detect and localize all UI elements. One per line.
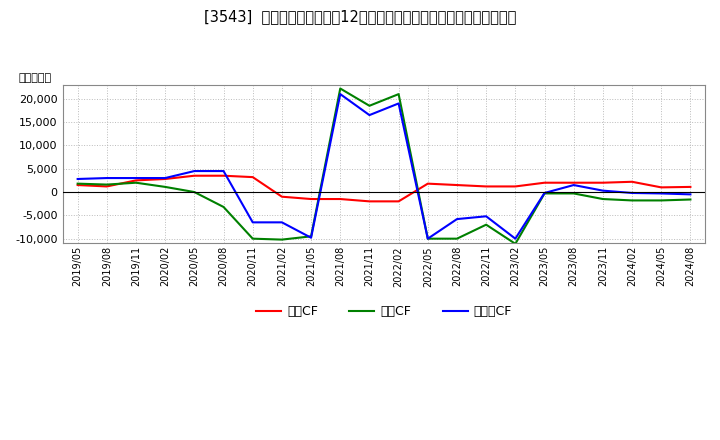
投資CF bbox=[248, 236, 257, 241]
フリーCF bbox=[657, 191, 665, 196]
Legend: 営業CF, 投資CF, フリーCF: 営業CF, 投資CF, フリーCF bbox=[251, 301, 517, 323]
フリーCF bbox=[628, 191, 636, 196]
フリーCF bbox=[248, 220, 257, 225]
投資CF bbox=[161, 184, 169, 190]
投資CF bbox=[395, 92, 403, 97]
営業CF bbox=[190, 173, 199, 178]
営業CF bbox=[102, 184, 111, 189]
フリーCF bbox=[161, 176, 169, 181]
フリーCF bbox=[511, 236, 520, 241]
Text: [3543]  キャッシュフローの12か月移動合計の対前年同期増減額の推移: [3543] キャッシュフローの12か月移動合計の対前年同期増減額の推移 bbox=[204, 9, 516, 24]
投資CF bbox=[132, 180, 140, 185]
投資CF bbox=[423, 236, 432, 241]
フリーCF bbox=[132, 176, 140, 181]
フリーCF bbox=[482, 214, 490, 219]
フリーCF bbox=[219, 169, 228, 174]
Line: 投資CF: 投資CF bbox=[78, 88, 690, 244]
営業CF bbox=[686, 184, 695, 190]
営業CF bbox=[73, 183, 82, 188]
投資CF bbox=[102, 182, 111, 187]
営業CF bbox=[570, 180, 578, 185]
Text: （百万円）: （百万円） bbox=[18, 73, 51, 83]
Line: 営業CF: 営業CF bbox=[78, 176, 690, 202]
投資CF bbox=[365, 103, 374, 108]
営業CF bbox=[453, 183, 462, 188]
フリーCF bbox=[540, 191, 549, 196]
フリーCF bbox=[336, 92, 345, 97]
投資CF bbox=[686, 197, 695, 202]
フリーCF bbox=[102, 176, 111, 181]
営業CF bbox=[395, 199, 403, 204]
投資CF bbox=[511, 241, 520, 246]
投資CF bbox=[628, 198, 636, 203]
Line: フリーCF: フリーCF bbox=[78, 94, 690, 238]
営業CF bbox=[482, 184, 490, 189]
投資CF bbox=[336, 86, 345, 91]
投資CF bbox=[190, 189, 199, 194]
フリーCF bbox=[423, 236, 432, 241]
営業CF bbox=[132, 178, 140, 183]
投資CF bbox=[540, 191, 549, 196]
投資CF bbox=[73, 181, 82, 186]
営業CF bbox=[628, 179, 636, 184]
フリーCF bbox=[365, 113, 374, 118]
営業CF bbox=[423, 181, 432, 186]
営業CF bbox=[248, 175, 257, 180]
営業CF bbox=[511, 184, 520, 189]
フリーCF bbox=[395, 101, 403, 106]
フリーCF bbox=[190, 169, 199, 174]
営業CF bbox=[540, 180, 549, 185]
フリーCF bbox=[686, 192, 695, 197]
投資CF bbox=[278, 237, 287, 242]
投資CF bbox=[453, 236, 462, 241]
フリーCF bbox=[598, 188, 607, 193]
フリーCF bbox=[453, 216, 462, 222]
フリーCF bbox=[307, 235, 315, 240]
投資CF bbox=[219, 204, 228, 209]
投資CF bbox=[657, 198, 665, 203]
営業CF bbox=[161, 176, 169, 182]
投資CF bbox=[307, 234, 315, 239]
営業CF bbox=[598, 180, 607, 185]
投資CF bbox=[570, 191, 578, 196]
投資CF bbox=[482, 222, 490, 227]
投資CF bbox=[598, 196, 607, 202]
営業CF bbox=[336, 196, 345, 202]
営業CF bbox=[365, 199, 374, 204]
フリーCF bbox=[278, 220, 287, 225]
フリーCF bbox=[570, 183, 578, 188]
営業CF bbox=[219, 173, 228, 178]
営業CF bbox=[307, 196, 315, 202]
営業CF bbox=[278, 194, 287, 199]
営業CF bbox=[657, 185, 665, 190]
フリーCF bbox=[73, 176, 82, 182]
